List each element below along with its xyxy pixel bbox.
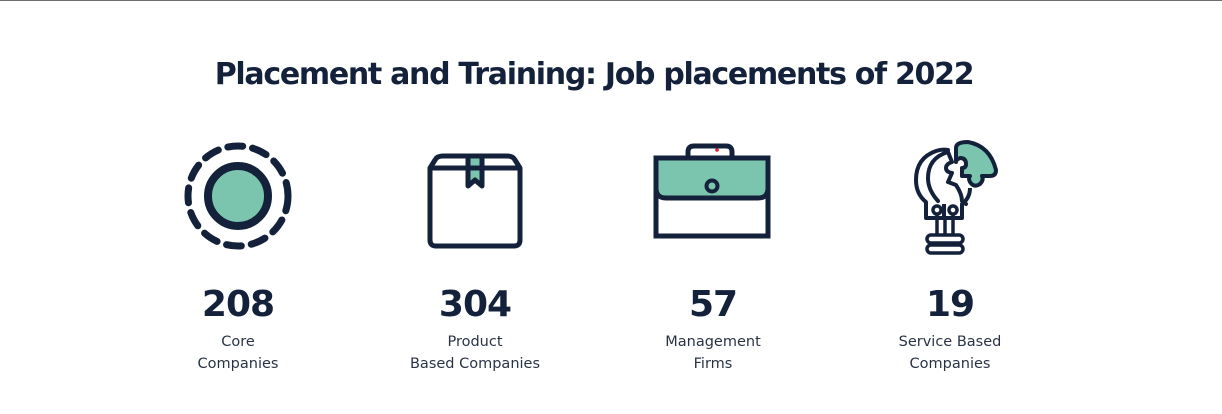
stat-service-companies: 19 Service Based Companies bbox=[830, 138, 1070, 375]
top-divider bbox=[0, 0, 1222, 1]
stat-label: Product Based Companies bbox=[355, 331, 595, 375]
lightbulb-puzzle-icon bbox=[914, 140, 998, 255]
stat-label-line: Based Companies bbox=[409, 356, 541, 372]
stat-value: 57 bbox=[688, 284, 738, 325]
stat-label-line: Companies bbox=[909, 356, 991, 372]
stat-label-line: Product bbox=[447, 334, 503, 350]
page-title: Placement and Training: Job placements o… bbox=[214, 57, 975, 92]
stat-label: Core Companies bbox=[118, 331, 358, 375]
stat-label: Service Based Companies bbox=[830, 331, 1070, 375]
stat-label-line: Management bbox=[665, 334, 761, 350]
stat-product-companies: 304 Product Based Companies bbox=[355, 138, 595, 375]
stat-label-line: Companies bbox=[197, 356, 279, 372]
stat-value: 304 bbox=[438, 284, 512, 325]
package-box-icon bbox=[427, 153, 523, 249]
stat-value: 19 bbox=[925, 284, 975, 325]
stat-value: 208 bbox=[201, 284, 275, 325]
stat-core-companies: 208 Core Companies bbox=[118, 138, 358, 375]
stat-label-line: Firms bbox=[693, 356, 733, 372]
stat-label: Management Firms bbox=[593, 331, 833, 375]
stat-label-line: Core bbox=[221, 334, 255, 350]
briefcase-icon bbox=[653, 143, 771, 239]
stat-label-line: Service Based bbox=[898, 334, 1002, 350]
stat-management-firms: 57 Management Firms bbox=[593, 138, 833, 375]
target-circle-icon bbox=[184, 142, 292, 250]
